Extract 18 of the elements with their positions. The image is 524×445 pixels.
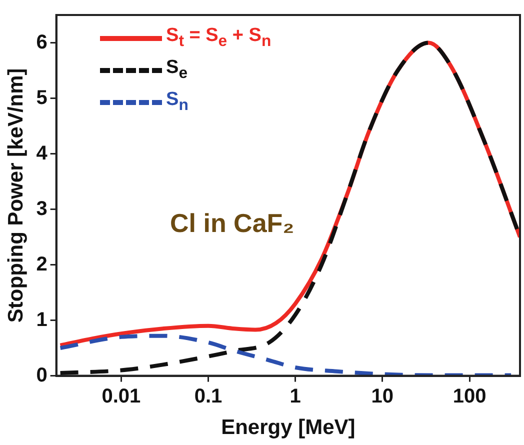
y-tick-label: 2 [36,253,48,276]
x-tick-label: 10 [371,385,394,408]
x-tick-label: 0.1 [194,385,222,408]
y-tick-label: 5 [36,86,48,109]
x-tick-label: 100 [452,385,486,408]
legend-label: S$_{t}$ = S$_{e}$ + S$_{n}$ [166,25,272,51]
x-tick-label: 1 [290,385,301,408]
legend-label: S$_{n}$ [166,89,188,115]
legend-label: S$_{e}$ [166,57,188,83]
y-tick-label: 4 [36,142,48,164]
x-tick-label: 0.01 [102,385,141,408]
y-tick-label: 6 [36,31,48,54]
annotation: Cl in CaF₂ [170,208,294,239]
y-tick-label: 1 [36,308,48,331]
x-axis-title: Energy [MeV] [221,416,356,440]
y-tick-label: 3 [36,198,48,220]
y-axis-title: Stopping Power [keV/nm] [4,68,28,323]
y-tick-label: 0 [36,364,48,386]
